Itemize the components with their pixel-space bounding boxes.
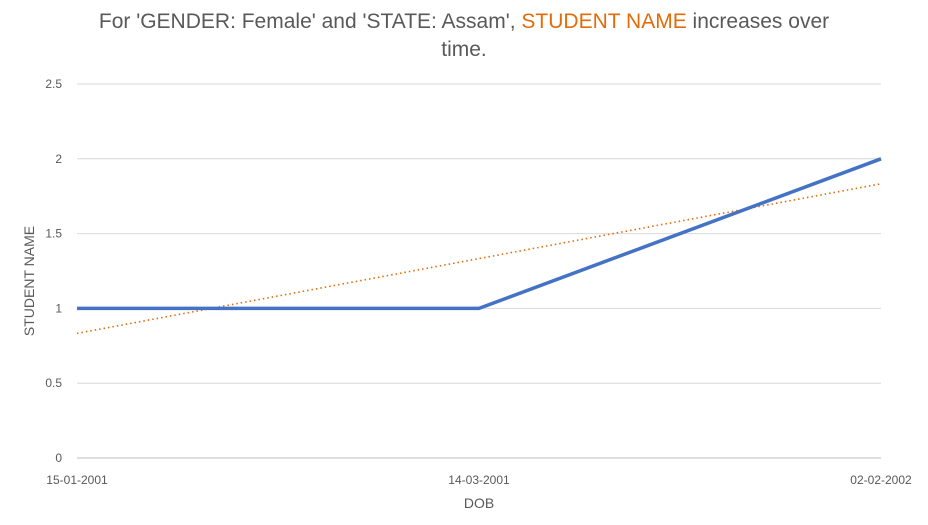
y-tick-label: 1.5 — [45, 227, 62, 241]
chart-title-line-2: time. — [441, 38, 487, 61]
x-axis-title: DOB — [464, 495, 494, 511]
x-tick-label: 14-03-2001 — [448, 473, 510, 487]
x-tick-label: 02-02-2002 — [850, 473, 912, 487]
trendline-group — [76, 182, 882, 335]
chart-title-suffix: increases over — [686, 10, 830, 33]
gridlines — [77, 83, 881, 459]
series-group — [76, 157, 882, 311]
y-axis-title: STUDENT NAME — [21, 226, 37, 336]
x-tick-label: 15-01-2001 — [46, 473, 108, 487]
chart-title: For 'GENDER: Female' and 'STATE: Assam',… — [0, 8, 928, 64]
y-tick-label: 2 — [55, 152, 62, 166]
chart-title-prefix: For 'GENDER: Female' and 'STATE: Assam', — [98, 10, 522, 33]
chart-title-highlight: STUDENT NAME — [521, 10, 687, 33]
chart-title-line-1: For 'GENDER: Female' and 'STATE: Assam',… — [0, 8, 928, 36]
y-tick-label: 2.5 — [45, 77, 62, 91]
y-axis-ticks: 0 0.5 1 1.5 2 2.5 — [45, 77, 62, 465]
y-tick-label: 0.5 — [45, 376, 62, 390]
trendline — [76, 182, 882, 335]
y-tick-label: 0 — [55, 451, 62, 465]
x-axis-ticks: 15-01-2001 14-03-2001 02-02-2002 — [46, 473, 912, 487]
y-tick-label: 1 — [55, 301, 62, 315]
